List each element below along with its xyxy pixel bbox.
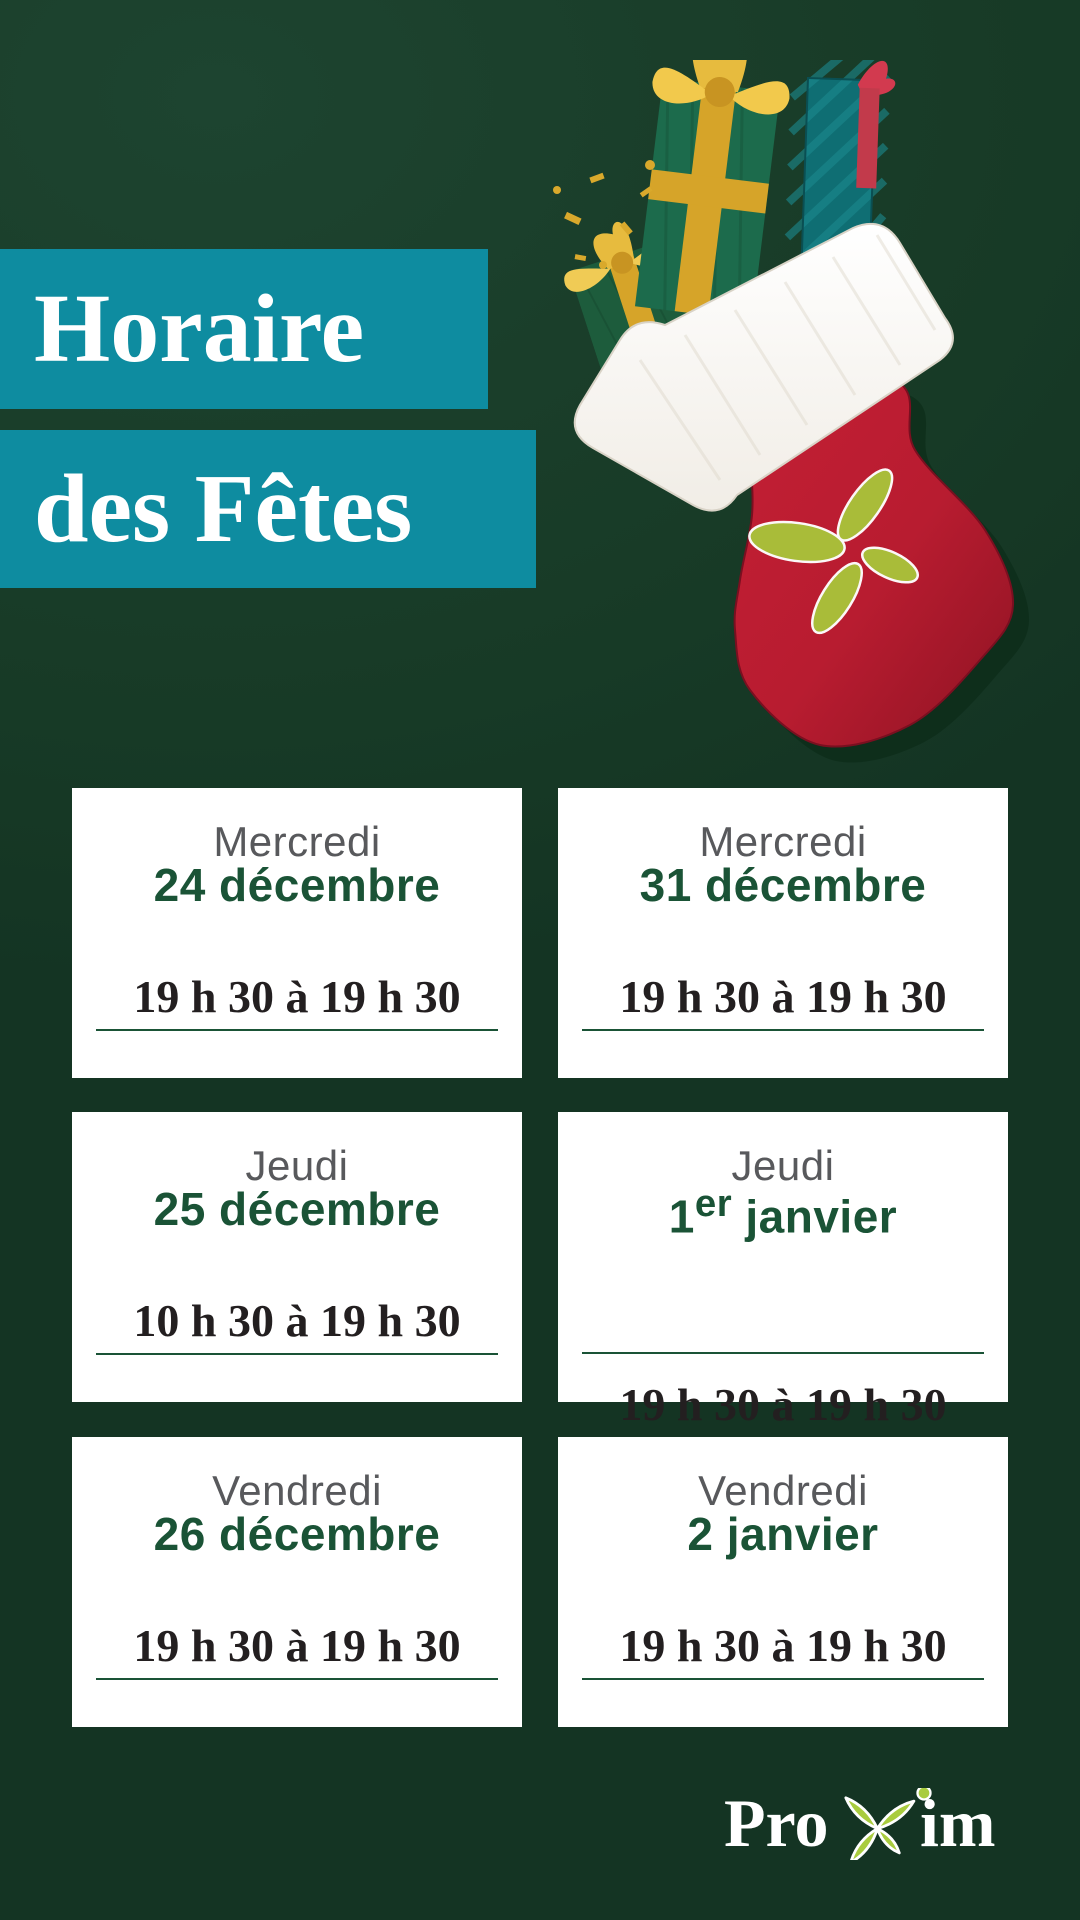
svg-text:im: im [920, 1788, 996, 1860]
svg-text:Pro: Pro [724, 1788, 829, 1860]
